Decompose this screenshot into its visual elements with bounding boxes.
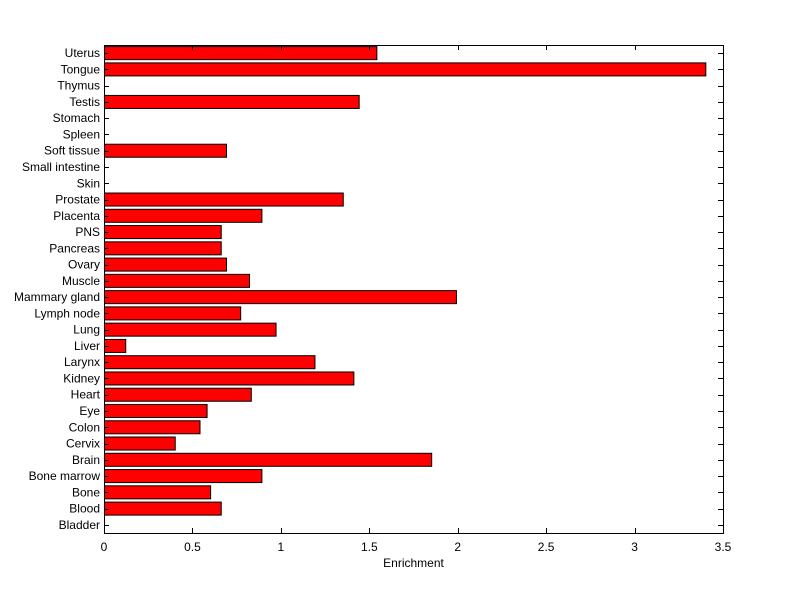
bar-testis — [104, 94, 360, 109]
y-tick-label: Soft tissue — [44, 144, 100, 158]
y-tick-label: Prostate — [55, 193, 100, 207]
bar-tongue — [104, 62, 707, 77]
bar-kidney — [104, 371, 355, 386]
bar-larynx — [104, 355, 316, 370]
y-tick-label: Spleen — [63, 127, 100, 141]
bar-blood — [104, 501, 222, 516]
x-tick-label: 1 — [278, 540, 285, 554]
y-ticks-group: Uterus Tongue Thymus Testis Stomach Spleen Sof… — [14, 46, 723, 532]
x-tick-label: 1.5 — [361, 540, 378, 554]
x-tick-label: 0 — [101, 540, 108, 554]
y-tick-label: Kidney — [63, 371, 100, 385]
y-tick-label: Tongue — [61, 62, 101, 76]
bar-muscle — [104, 273, 251, 288]
bar-lung — [104, 322, 277, 337]
bar-pns — [104, 225, 222, 240]
y-tick-label: Bladder — [59, 518, 100, 532]
x-tick-label: 3.5 — [715, 540, 732, 554]
bar-uterus — [104, 46, 378, 61]
bar-mammary-gland — [104, 290, 457, 305]
y-tick-label: Testis — [69, 95, 100, 109]
bar-soft-tissue — [104, 143, 228, 158]
bars-group — [104, 46, 707, 516]
y-tick-label: Mammary gland — [14, 290, 100, 304]
y-tick-label: Blood — [69, 502, 100, 516]
y-tick-label: Liver — [74, 339, 100, 353]
y-tick-label: PNS — [75, 225, 100, 239]
y-tick-label: Pancreas — [49, 241, 100, 255]
x-axis-label: Enrichment — [383, 556, 444, 570]
bar-lymph-node — [104, 306, 242, 321]
y-tick-label: Small intestine — [22, 160, 100, 174]
y-tick-label: Lymph node — [34, 306, 100, 320]
y-tick-label: Cervix — [66, 437, 100, 451]
y-tick-label: Eye — [79, 404, 100, 418]
bar-placenta — [104, 208, 263, 223]
bar-colon — [104, 420, 201, 435]
y-tick-label: Colon — [69, 420, 100, 434]
bar-cervix — [104, 436, 176, 451]
y-tick-label: Larynx — [64, 355, 100, 369]
x-tick-label: 2 — [454, 540, 461, 554]
bar-bone — [104, 485, 212, 500]
y-tick-label: Stomach — [53, 111, 100, 125]
bar-bone-marrow — [104, 469, 263, 484]
x-tick-label: 3 — [631, 540, 638, 554]
bar-pancreas — [104, 241, 222, 256]
x-tick-label: 2.5 — [538, 540, 555, 554]
y-tick-label: Bone marrow — [29, 469, 101, 483]
plot-frame — [104, 45, 724, 534]
y-tick-label: Brain — [72, 453, 100, 467]
bar-eye — [104, 403, 208, 419]
x-tick-label: 0.5 — [184, 540, 201, 554]
y-tick-label: Skin — [77, 176, 100, 190]
bar-heart — [104, 387, 252, 402]
y-tick-label: Lung — [73, 323, 100, 337]
y-tick-label: Placenta — [53, 209, 100, 223]
bar-brain — [104, 452, 433, 467]
y-tick-label: Muscle — [62, 274, 100, 288]
bar-prostate — [104, 192, 344, 207]
y-tick-label: Thymus — [57, 79, 100, 93]
y-tick-label: Ovary — [68, 258, 100, 272]
y-tick-label: Heart — [71, 388, 101, 402]
bar-liver — [104, 338, 127, 353]
bar-ovary — [104, 257, 228, 272]
y-tick-label: Uterus — [65, 46, 100, 60]
y-tick-label: Bone — [72, 485, 100, 499]
